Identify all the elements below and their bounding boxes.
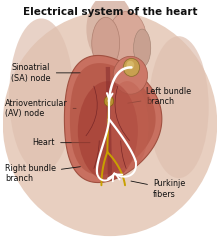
Text: Atrioventricular
(AV) node: Atrioventricular (AV) node	[5, 99, 76, 118]
Ellipse shape	[92, 17, 120, 69]
Circle shape	[126, 61, 134, 69]
Polygon shape	[106, 67, 112, 178]
Text: Electrical system of the heart: Electrical system of the heart	[23, 7, 197, 17]
Ellipse shape	[149, 36, 209, 178]
Text: Purkinje
fibers: Purkinje fibers	[131, 179, 185, 198]
Text: Sinoatrial
(SA) node: Sinoatrial (SA) node	[11, 63, 80, 83]
Ellipse shape	[3, 11, 217, 236]
Ellipse shape	[86, 0, 134, 64]
Ellipse shape	[106, 81, 149, 171]
Text: Right bundle
branch: Right bundle branch	[5, 164, 81, 183]
Ellipse shape	[108, 11, 147, 68]
Ellipse shape	[134, 29, 151, 67]
Ellipse shape	[113, 56, 148, 94]
Text: Heart: Heart	[33, 138, 90, 147]
Ellipse shape	[9, 18, 73, 172]
Polygon shape	[64, 55, 162, 183]
Polygon shape	[70, 63, 156, 175]
Ellipse shape	[78, 81, 138, 180]
Circle shape	[104, 96, 114, 106]
Text: Left bundle
branch: Left bundle branch	[128, 87, 192, 106]
Circle shape	[123, 58, 140, 76]
